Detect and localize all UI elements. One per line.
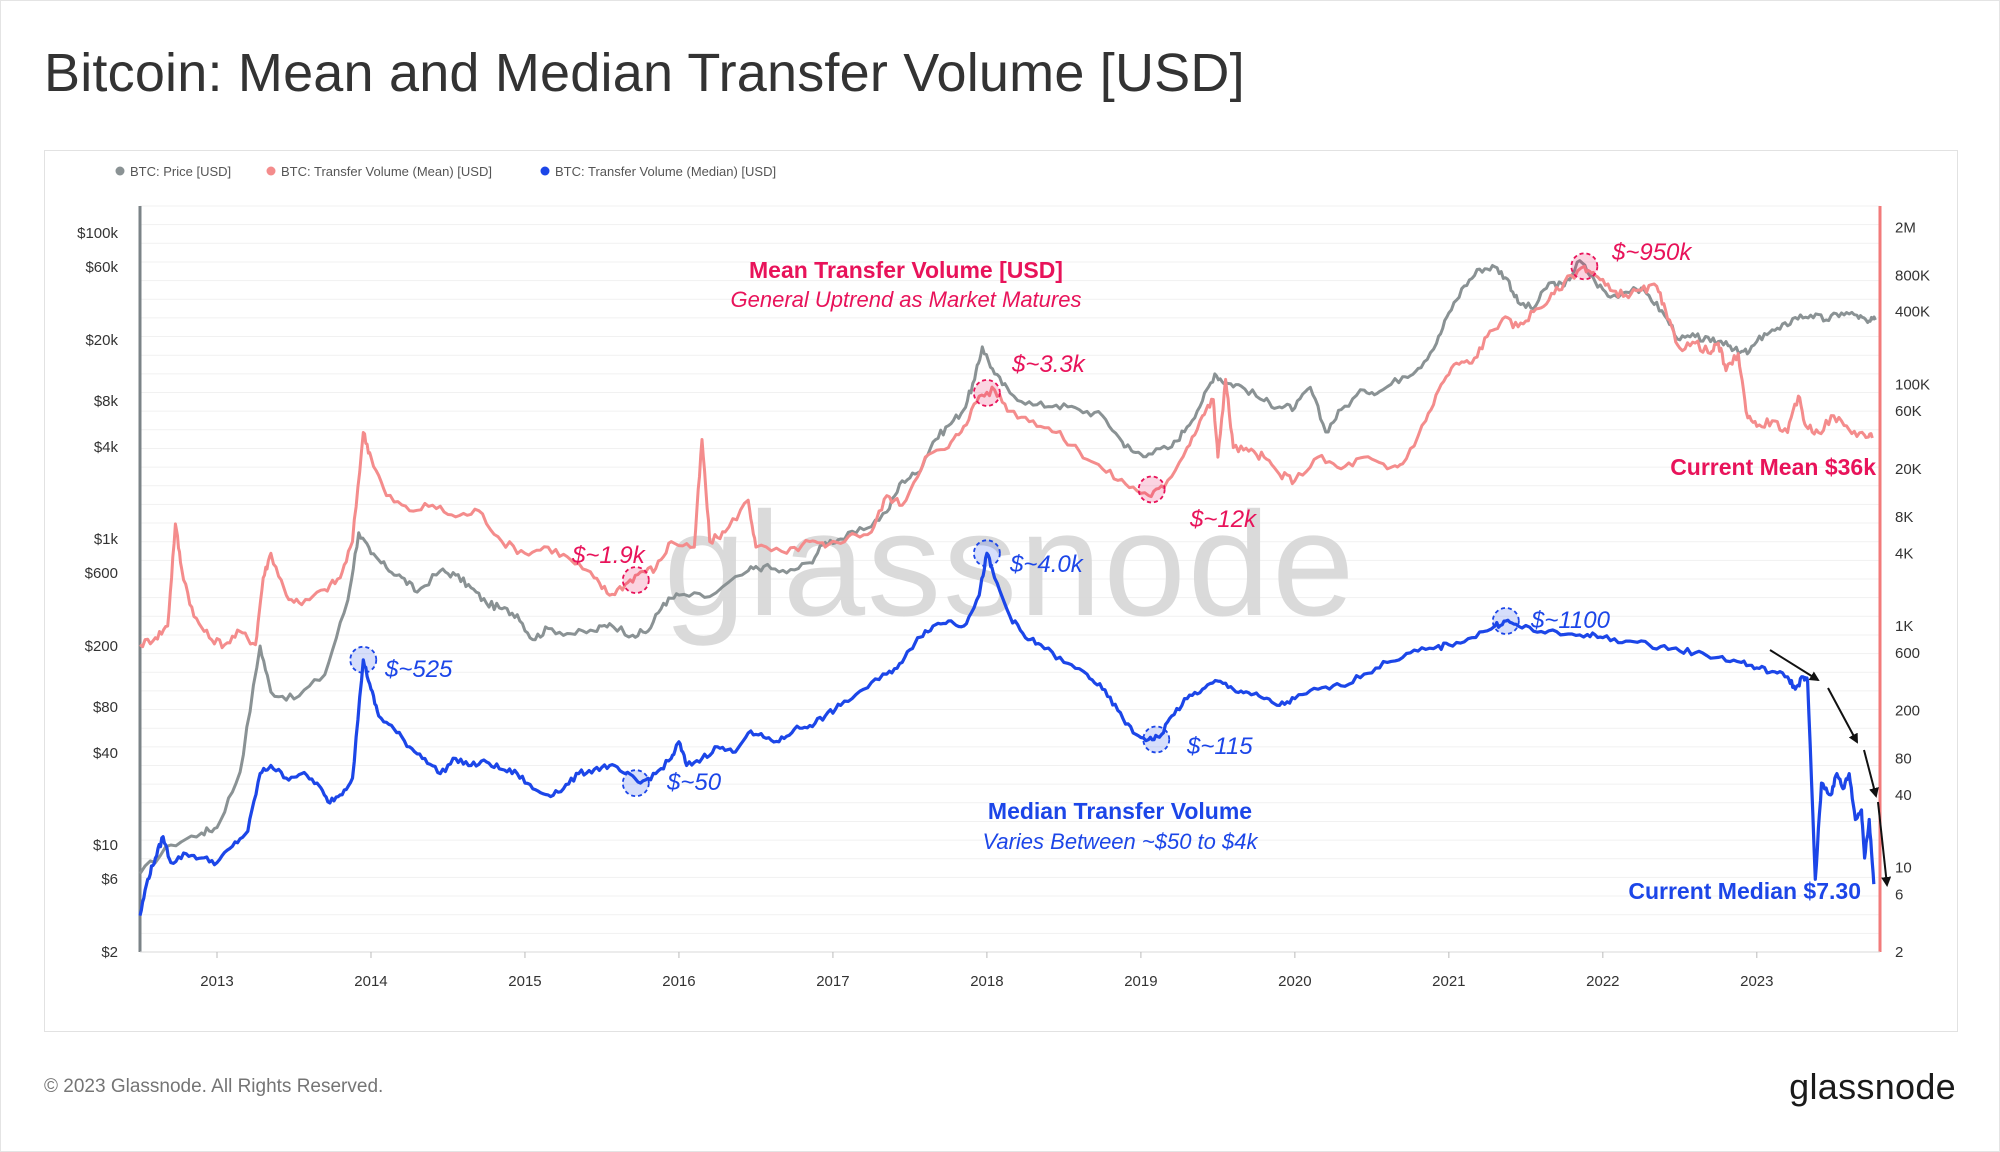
mean-circle-marker	[973, 379, 1001, 407]
median-circle-marker	[1142, 725, 1171, 754]
x-tick-label: 2020	[1278, 973, 1311, 990]
trend-arrow	[1877, 801, 1892, 887]
glassnode-logo: glassnode	[1789, 1066, 1956, 1107]
left-tick-label: $600	[85, 565, 118, 582]
median-series-line	[138, 551, 1876, 916]
left-tick-label: $60k	[85, 259, 118, 276]
mean-circle-marker	[1570, 252, 1599, 281]
watermark-text: glassnode	[664, 482, 1357, 647]
x-tick-label: 2019	[1124, 973, 1157, 990]
mean-annotation-title: Mean Transfer Volume [USD]	[749, 257, 1063, 283]
median-value-label: $~1100	[1530, 607, 1611, 634]
left-tick-label: $2	[101, 944, 118, 961]
median-circle-marker	[973, 539, 1001, 568]
chart-legend: BTC: Price [USD] BTC: Transfer Volume (Me…	[115, 164, 776, 179]
trend-arrows	[1769, 649, 1892, 887]
right-tick-label: 60K	[1895, 403, 1922, 420]
median-circle-marker	[349, 645, 378, 674]
x-tick-label: 2013	[200, 973, 233, 990]
x-tick-label: 2017	[816, 973, 849, 990]
legend-item-label: BTC: Transfer Volume (Mean) [USD]	[281, 164, 492, 179]
x-tick-label: 2022	[1586, 973, 1619, 990]
median-annotation-subtitle: Varies Between ~$50 to $4k	[983, 829, 1259, 854]
median-value-label: $~115	[1186, 733, 1253, 760]
median-annotation-title: Median Transfer Volume	[988, 798, 1252, 824]
trend-arrow	[1863, 749, 1879, 798]
right-tick-label: 200	[1895, 702, 1920, 719]
left-tick-label: $1k	[94, 531, 119, 548]
median-circle-marker	[1491, 607, 1520, 635]
x-tick-label: 2015	[508, 973, 541, 990]
left-tick-label: $10	[93, 837, 118, 854]
right-tick-label: 6	[1895, 886, 1903, 903]
series-layer	[138, 259, 1877, 916]
right-tick-label: 600	[1895, 645, 1920, 662]
page-title: Bitcoin: Mean and Median Transfer Volume…	[44, 43, 1245, 103]
right-tick-label: 2	[1895, 944, 1903, 961]
median-value-label: $~4.0k	[1009, 551, 1085, 578]
mean-value-label: $~950k	[1611, 239, 1693, 266]
mean-value-label: $~3.3k	[1011, 351, 1087, 378]
median-value-label: $~50	[666, 769, 722, 796]
current-median-label: Current Median $7.30	[1628, 878, 1861, 904]
current-mean-label: Current Mean $36k	[1670, 454, 1876, 480]
median-value-label: $~525	[384, 656, 453, 683]
trend-arrow	[1827, 687, 1858, 744]
right-tick-label: 1K	[1895, 618, 1913, 635]
left-tick-label: $8k	[94, 393, 119, 410]
right-tick-label: 10	[1895, 860, 1912, 877]
right-tick-label: 40	[1895, 787, 1912, 804]
mean-value-label: $~1.9k	[571, 542, 647, 569]
right-tick-label: 100K	[1895, 376, 1930, 393]
legend-item-label: BTC: Price [USD]	[130, 164, 231, 179]
x-tick-label: 2021	[1432, 973, 1465, 990]
copyright-footer: © 2023 Glassnode. All Rights Reserved.	[44, 1076, 384, 1097]
axes-layer: $100k $60k $20k $8k $4k $1k $600 $200 $80 $40 $10 $…	[77, 206, 1930, 990]
annotation-labels: Mean Transfer Volume [USD] General Uptren…	[384, 239, 1876, 904]
left-tick-label: $80	[93, 699, 118, 716]
legend-marker	[540, 166, 550, 176]
x-tick-label: 2018	[970, 973, 1003, 990]
right-tick-label: 2M	[1895, 219, 1916, 236]
right-tick-label: 400K	[1895, 304, 1930, 321]
mean-series-line	[139, 264, 1874, 650]
mean-value-label: $~12k	[1189, 506, 1258, 533]
circle-markers	[349, 252, 1599, 798]
chart-frame	[44, 150, 1958, 1032]
x-tick-label: 2023	[1740, 973, 1773, 990]
right-tick-label: 8K	[1895, 509, 1913, 526]
left-tick-label: $20k	[85, 332, 118, 349]
legend-marker	[266, 166, 276, 176]
x-tick-label: 2016	[662, 973, 695, 990]
left-tick-label: $4k	[94, 439, 119, 456]
mean-annotation-subtitle: General Uptrend as Market Matures	[731, 287, 1082, 312]
left-tick-label: $100k	[77, 225, 118, 242]
left-tick-label: $6	[101, 871, 118, 888]
right-tick-label: 80	[1895, 750, 1912, 767]
grid-layer	[140, 205, 1880, 953]
right-tick-label: 800K	[1895, 267, 1930, 284]
left-tick-label: $40	[93, 745, 118, 762]
trend-arrow	[1769, 649, 1820, 682]
x-tick-label: 2014	[354, 973, 387, 990]
median-circle-marker	[621, 769, 650, 798]
legend-marker	[115, 166, 125, 176]
mean-circle-marker	[621, 566, 650, 594]
right-tick-label: 4K	[1895, 545, 1913, 562]
left-tick-label: $200	[85, 638, 118, 655]
mean-circle-marker	[1137, 475, 1166, 504]
legend-item-label: BTC: Transfer Volume (Median) [USD]	[555, 164, 776, 179]
right-tick-label: 20K	[1895, 461, 1922, 478]
